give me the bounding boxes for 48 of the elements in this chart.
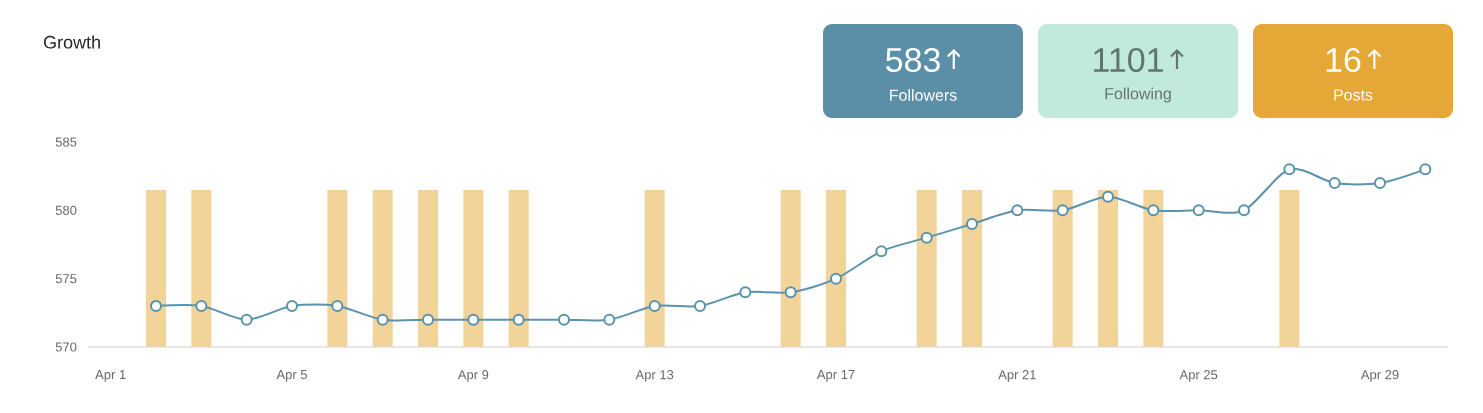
x-tick-label: Apr 21 — [998, 370, 1036, 382]
point — [694, 300, 707, 312]
point — [240, 313, 253, 326]
point — [467, 313, 480, 326]
point — [1238, 204, 1251, 217]
text: 16 — [1326, 47, 1361, 73]
x-tick-label: Apr 25 — [1179, 370, 1218, 382]
point — [195, 300, 208, 312]
point — [286, 300, 298, 312]
point — [1056, 204, 1069, 217]
x-tick-label: Apr 5 — [276, 370, 307, 382]
point — [376, 313, 389, 326]
point — [1102, 190, 1115, 203]
point — [422, 313, 435, 326]
point — [830, 272, 843, 285]
point — [1011, 204, 1024, 217]
point — [603, 313, 616, 326]
y-tick-label: 570 — [55, 342, 77, 352]
point — [150, 300, 162, 312]
point — [648, 300, 661, 312]
y-tick-label: 580 — [55, 205, 77, 215]
point — [739, 286, 752, 299]
point — [512, 313, 525, 326]
category-label: Followers — [890, 89, 957, 101]
point — [1419, 163, 1432, 176]
text: 1101 — [1094, 47, 1163, 73]
x-tick-label: Apr 29 — [1360, 370, 1399, 382]
point — [1192, 204, 1205, 217]
point — [558, 313, 571, 326]
category-label: Posts — [1334, 89, 1373, 101]
point — [1328, 177, 1341, 190]
x-tick-label: Apr 9 — [457, 370, 489, 382]
x-tick-label: Apr 17 — [816, 370, 855, 382]
category-label: Following — [1105, 87, 1171, 103]
x-tick-label: Apr 13 — [635, 370, 674, 382]
point — [875, 245, 888, 258]
chart-title: Growth — [43, 35, 100, 49]
point — [1147, 204, 1160, 217]
point — [331, 300, 344, 312]
point — [1283, 163, 1296, 176]
x-tick-label: Apr 1 — [95, 370, 126, 382]
point — [920, 231, 933, 244]
point — [1374, 177, 1387, 190]
text: 583 — [885, 47, 940, 73]
y-tick-label: 585 — [55, 137, 77, 147]
point — [784, 286, 797, 299]
point — [966, 218, 979, 230]
y-tick-label: 575 — [55, 274, 77, 284]
